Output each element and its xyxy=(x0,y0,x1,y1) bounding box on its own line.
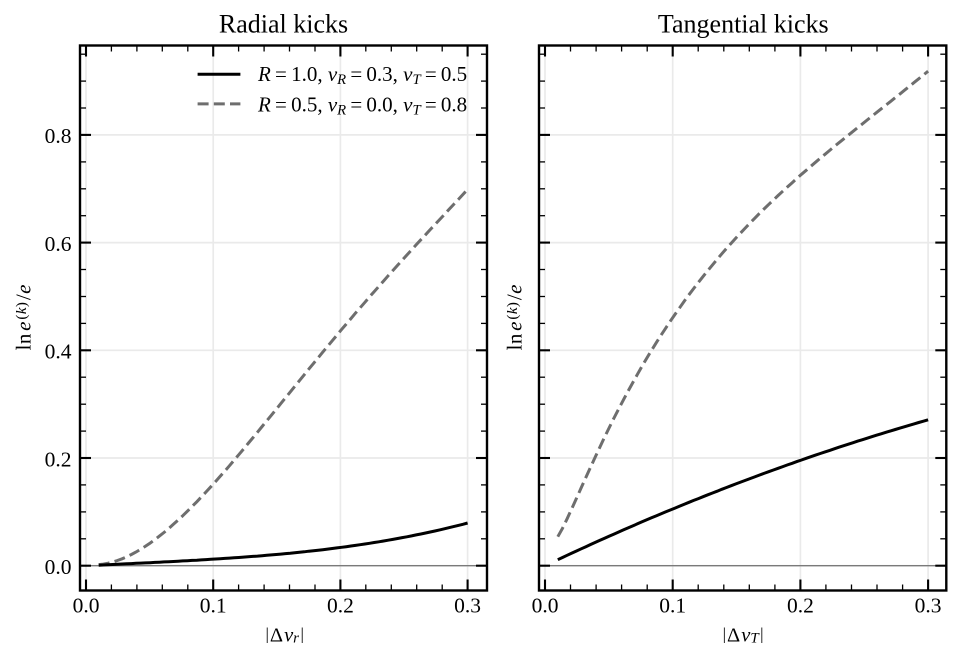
svg-text:Tangential kicks: Tangential kicks xyxy=(658,9,829,38)
svg-text:0.0: 0.0 xyxy=(532,594,559,618)
svg-text:0.2: 0.2 xyxy=(327,594,354,618)
svg-text:0.3: 0.3 xyxy=(915,594,942,618)
svg-text:0.0: 0.0 xyxy=(73,594,100,618)
svg-text:0.3: 0.3 xyxy=(454,594,481,618)
svg-text:0.4: 0.4 xyxy=(45,340,72,364)
svg-text:R = 0.5, vR = 0.0, vT = 0.8: R = 0.5, vR = 0.0, vT = 0.8 xyxy=(257,93,467,119)
svg-text:0.1: 0.1 xyxy=(659,594,686,618)
svg-text:Radial kicks: Radial kicks xyxy=(219,9,348,38)
svg-text:|Δvr|: |Δvr| xyxy=(265,625,303,647)
svg-text:0.6: 0.6 xyxy=(45,232,72,256)
svg-text:0.8: 0.8 xyxy=(45,124,72,148)
svg-text:0.1: 0.1 xyxy=(200,594,227,618)
svg-text:0.0: 0.0 xyxy=(45,555,72,579)
svg-text:|ΔvT|: |ΔvT| xyxy=(723,625,764,647)
svg-text:0.2: 0.2 xyxy=(787,594,814,618)
svg-text:0.2: 0.2 xyxy=(45,447,72,471)
svg-text:R = 1.0, vR = 0.3, vT = 0.5: R = 1.0, vR = 0.3, vT = 0.5 xyxy=(257,62,467,88)
